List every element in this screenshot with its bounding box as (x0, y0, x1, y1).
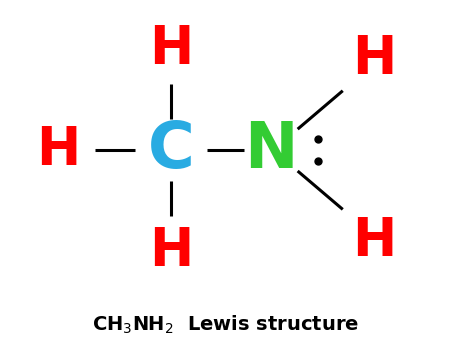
Text: CH$_3$NH$_2$  Lewis structure: CH$_3$NH$_2$ Lewis structure (92, 313, 359, 336)
Text: H: H (352, 215, 396, 267)
Text: H: H (352, 34, 396, 85)
Text: H: H (149, 23, 193, 75)
Text: C: C (148, 119, 195, 181)
Text: H: H (37, 124, 81, 176)
Text: N: N (244, 119, 297, 181)
Text: H: H (149, 225, 193, 277)
